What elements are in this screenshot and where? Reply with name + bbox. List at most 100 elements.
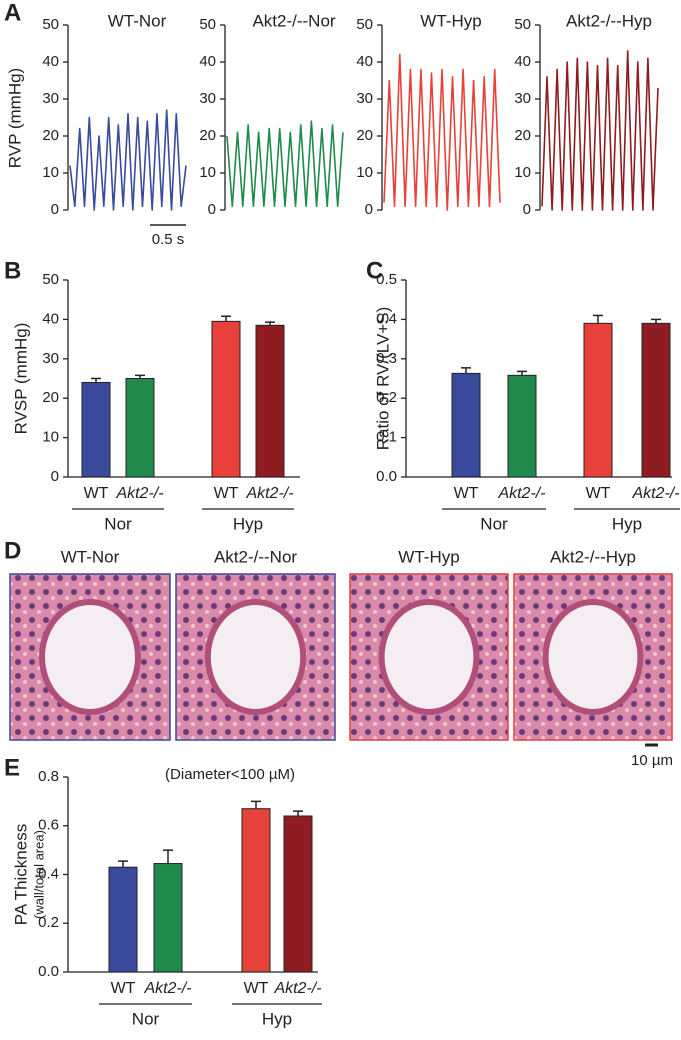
- y-tick-label: 10: [42, 429, 59, 446]
- y-tick-label: 10: [42, 164, 59, 181]
- bar: [583, 322, 613, 478]
- scale-bar-label: 10 µm: [631, 752, 673, 769]
- y-tick-label: 20: [42, 389, 59, 406]
- trace: [541, 50, 659, 211]
- vessel-lumen: [204, 599, 307, 715]
- bar: [108, 866, 138, 973]
- y-axis-sublabel: (wall/total area): [31, 830, 46, 919]
- panel-letter: D: [4, 537, 21, 564]
- x-tick-label: Akt2-/-: [631, 485, 679, 502]
- y-tick-label: 50: [199, 16, 216, 33]
- bar: [81, 381, 111, 478]
- y-tick-label: 20: [42, 127, 59, 144]
- bar: [641, 322, 671, 478]
- bar: [153, 863, 183, 973]
- panel-letter: B: [4, 257, 21, 284]
- y-tick-label: 40: [356, 53, 373, 70]
- y-tick-label: 0.6: [38, 817, 59, 834]
- x-tick-label: Akt2-/-: [273, 980, 321, 997]
- y-tick-label: 30: [514, 90, 531, 107]
- y-tick-label: 20: [356, 127, 373, 144]
- x-tick-label: Akt2-/-: [245, 485, 293, 502]
- image-title: Akt2-/--Hyp: [550, 547, 636, 566]
- y-tick-label: 0: [51, 201, 59, 218]
- annotation: (Diameter<100 µM): [165, 766, 295, 783]
- y-tick-label: 0.0: [38, 963, 59, 980]
- x-tick-label: WT: [454, 485, 479, 502]
- y-tick-label: 0.0: [376, 468, 397, 485]
- y-tick-label: 50: [356, 16, 373, 33]
- y-tick-label: 30: [356, 90, 373, 107]
- panel-title: Akt2-/--Hyp: [566, 11, 652, 30]
- bar: [255, 324, 285, 478]
- y-tick-label: 50: [42, 16, 59, 33]
- y-tick-label: 10: [356, 164, 373, 181]
- bar: [241, 808, 271, 973]
- vessel-lumen: [542, 599, 644, 715]
- y-tick-label: 0.2: [38, 914, 59, 931]
- group-label: Nor: [104, 514, 132, 533]
- panel-letter: A: [4, 0, 21, 26]
- y-tick-label: 20: [199, 127, 216, 144]
- y-tick-label: 0.8: [38, 768, 59, 785]
- y-tick-label: 0.2: [376, 389, 397, 406]
- y-axis-label: PA Thickness: [11, 824, 30, 925]
- panel-letter: C: [366, 257, 383, 284]
- bar: [507, 374, 537, 478]
- y-tick-label: 50: [514, 16, 531, 33]
- x-tick-label: WT: [84, 485, 109, 502]
- x-tick-label: WT: [214, 485, 239, 502]
- y-tick-label: 0.3: [376, 350, 397, 367]
- y-tick-label: 10: [199, 164, 216, 181]
- trace: [226, 120, 344, 208]
- y-tick-label: 10: [514, 164, 531, 181]
- trace: [383, 53, 501, 211]
- y-tick-label: 0: [51, 468, 59, 485]
- group-label: Hyp: [612, 514, 642, 533]
- x-tick-label: Akt2-/-: [143, 980, 191, 997]
- y-tick-label: 0.1: [376, 429, 397, 446]
- y-tick-label: 40: [42, 53, 59, 70]
- y-tick-label: 0.5: [376, 271, 397, 288]
- x-tick-label: Akt2-/-: [497, 485, 545, 502]
- panel-title: Akt2-/--Nor: [252, 11, 335, 30]
- y-tick-label: 40: [42, 310, 59, 327]
- panel-letter: E: [4, 754, 20, 781]
- y-axis-label: RVP (mmHg): [5, 68, 24, 168]
- bar: [211, 320, 241, 478]
- y-tick-label: 0.4: [38, 865, 59, 882]
- y-axis-label: RVSP (mmHg): [11, 323, 30, 435]
- x-tick-label: WT: [586, 485, 611, 502]
- image-title: WT-Hyp: [398, 547, 459, 566]
- y-tick-label: 30: [42, 350, 59, 367]
- group-label: Hyp: [233, 514, 263, 533]
- y-tick-label: 0: [365, 201, 373, 218]
- panel-title: WT-Nor: [108, 11, 167, 30]
- y-tick-label: 50: [42, 271, 59, 288]
- y-tick-label: 0: [208, 201, 216, 218]
- trace: [69, 109, 187, 211]
- x-tick-label: WT: [244, 980, 269, 997]
- image-title: Akt2-/--Nor: [214, 547, 297, 566]
- x-tick-label: WT: [111, 980, 136, 997]
- vessel-lumen: [39, 599, 141, 715]
- group-label: Nor: [480, 514, 508, 533]
- y-tick-label: 30: [42, 90, 59, 107]
- x-tick-label: Akt2-/-: [115, 485, 163, 502]
- bar: [451, 372, 481, 478]
- y-tick-label: 0.4: [376, 310, 397, 327]
- y-axis-label: Ratio of RV/(LV+S): [373, 307, 392, 450]
- vessel-lumen: [378, 599, 480, 715]
- y-tick-label: 40: [199, 53, 216, 70]
- image-title: WT-Nor: [61, 547, 120, 566]
- bar: [125, 378, 155, 478]
- y-tick-label: 20: [514, 127, 531, 144]
- group-label: Hyp: [262, 1009, 292, 1028]
- y-tick-label: 30: [199, 90, 216, 107]
- y-tick-label: 40: [514, 53, 531, 70]
- panel-title: WT-Hyp: [420, 11, 481, 30]
- group-label: Nor: [132, 1009, 160, 1028]
- y-tick-label: 0: [523, 201, 531, 218]
